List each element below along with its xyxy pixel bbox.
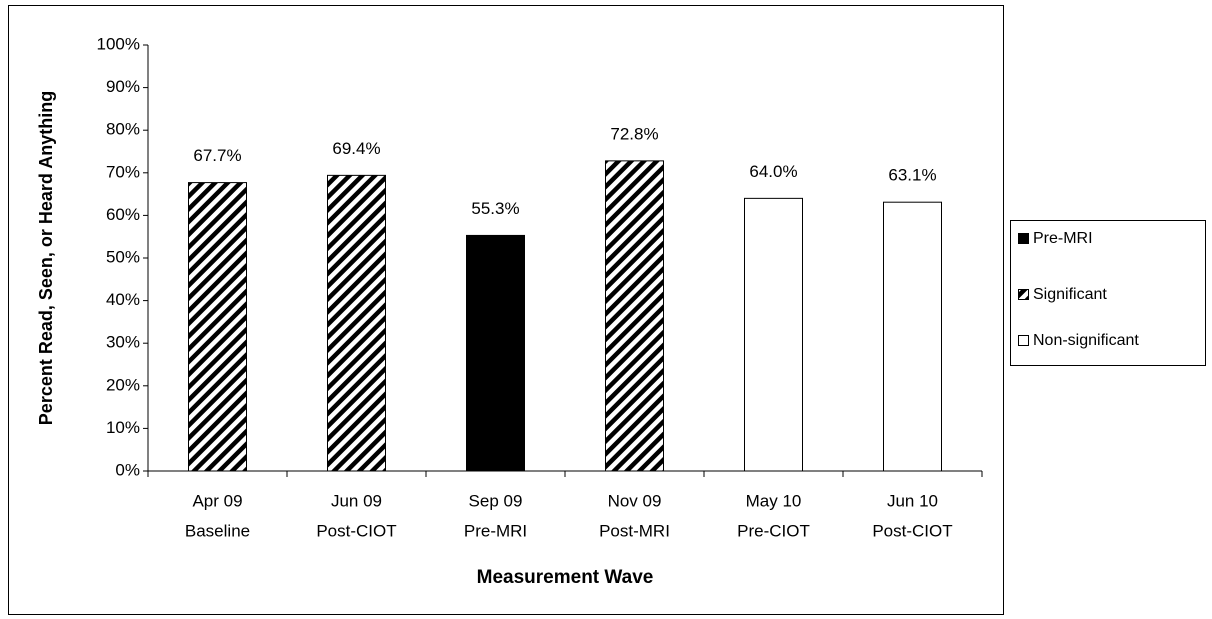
data-label: 64.0% — [749, 162, 797, 181]
y-tick-label: 20% — [106, 375, 140, 394]
x-tick-label: Post-CIOT — [316, 521, 396, 540]
y-axis-title: Percent Read, Seen, or Heard Anything — [36, 91, 56, 425]
legend-label: Non-significant — [1033, 332, 1139, 349]
y-tick-label: 50% — [106, 247, 140, 266]
x-tick-label: Nov 09 — [608, 491, 662, 510]
data-label: 72.8% — [610, 124, 658, 143]
bar — [883, 201, 942, 472]
x-tick-label: Jun 10 — [887, 491, 938, 510]
x-tick-label: Pre-CIOT — [737, 521, 810, 540]
y-tick-label: 100% — [97, 34, 140, 53]
legend-label: Pre-MRI — [1033, 230, 1093, 247]
x-tick-label: Sep 09 — [469, 491, 523, 510]
x-tick-label: Apr 09 — [192, 491, 242, 510]
bar — [188, 182, 247, 472]
data-label: 63.1% — [888, 166, 936, 185]
y-tick-label: 10% — [106, 418, 140, 437]
x-axis-title: Measurement Wave — [477, 567, 654, 588]
legend-label: Significant — [1033, 286, 1107, 303]
y-tick-label: 40% — [106, 290, 140, 309]
y-tick-label: 60% — [106, 205, 140, 224]
x-tick-label: Baseline — [185, 521, 250, 540]
y-tick-label: 70% — [106, 162, 140, 181]
legend-box — [1010, 220, 1206, 366]
bar — [744, 197, 803, 472]
y-tick-label: 90% — [106, 77, 140, 96]
bar — [327, 174, 386, 472]
bar — [466, 234, 525, 472]
data-label: 67.7% — [193, 146, 241, 165]
legend-swatch — [1018, 233, 1029, 244]
x-tick-label: Post-CIOT — [872, 521, 952, 540]
x-tick-label: Post-MRI — [599, 521, 670, 540]
y-tick-label: 80% — [106, 120, 140, 139]
x-tick-label: Jun 09 — [331, 491, 382, 510]
y-tick-label: 0% — [115, 460, 140, 479]
data-label: 69.4% — [332, 139, 380, 158]
legend-swatch — [1018, 289, 1029, 300]
x-tick-label: Pre-MRI — [464, 521, 527, 540]
x-tick-label: May 10 — [746, 491, 802, 510]
data-label: 55.3% — [471, 199, 519, 218]
bar — [605, 160, 664, 472]
legend-swatch — [1018, 335, 1029, 346]
y-tick-label: 30% — [106, 333, 140, 352]
